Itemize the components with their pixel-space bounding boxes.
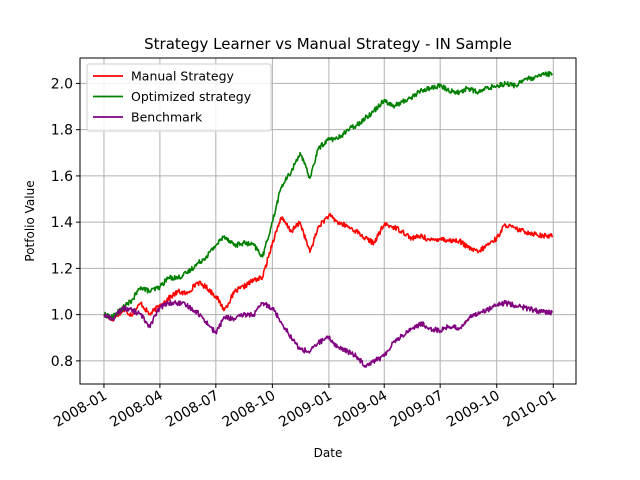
y-tick-label: 1.0	[51, 308, 73, 324]
y-ticks: 0.8 1.0 1.2 1.4 1.6 1.8 2.0	[51, 76, 80, 370]
legend-label: Benchmark	[131, 110, 203, 125]
legend-box	[86, 63, 272, 132]
legend-label: Manual Strategy	[131, 69, 235, 84]
series-lines	[103, 71, 554, 368]
y-tick-label: 1.8	[51, 123, 73, 139]
legend-label: Optimized strategy	[131, 89, 252, 104]
chart-title: Strategy Learner vs Manual Strategy - IN…	[144, 35, 512, 53]
x-axis-label: Date	[314, 446, 343, 460]
series-line-manual-strategy	[103, 212, 554, 322]
y-axis-label: Potfolio Value	[23, 180, 37, 261]
series-line-benchmark	[103, 299, 553, 368]
y-tick-label: 1.2	[51, 261, 73, 277]
y-tick-label: 1.6	[51, 169, 73, 185]
y-tick-label: 0.8	[51, 354, 73, 370]
y-tick-label: 1.4	[51, 215, 73, 231]
series-line-optimized-strategy	[103, 71, 553, 319]
plot-frame	[79, 57, 577, 385]
y-tick-label: 2.0	[51, 76, 73, 92]
legend: Manual Strategy Optimized strategy Benchma…	[86, 63, 272, 132]
